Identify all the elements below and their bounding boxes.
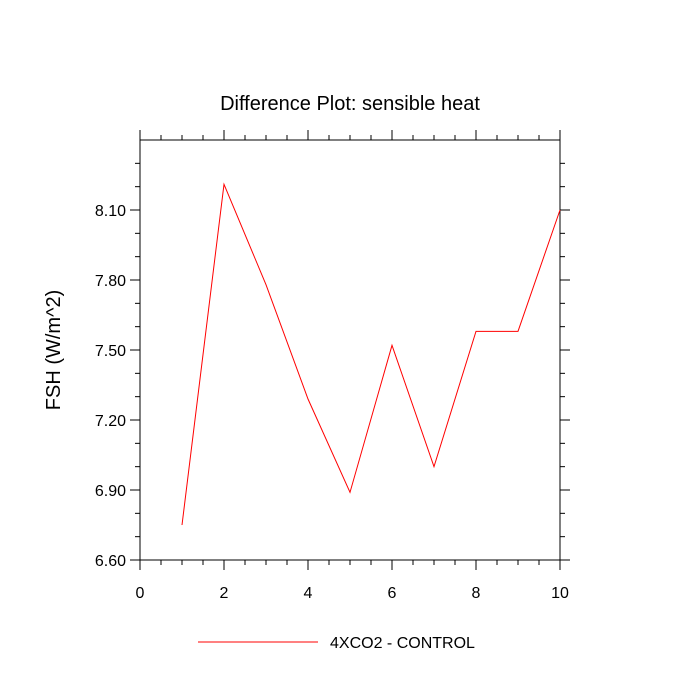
x-tick-label: 0 [136, 585, 145, 602]
x-tick-label: 2 [220, 585, 229, 602]
legend: 4XCO2 - CONTROL [198, 635, 475, 652]
x-tick-label: 4 [304, 585, 313, 602]
x-ticks: 0 2 4 6 8 10 [136, 130, 569, 602]
y-tick-label: 6.90 [95, 483, 126, 500]
chart-title: Difference Plot: sensible heat [220, 93, 480, 115]
legend-label: 4XCO2 - CONTROL [330, 635, 475, 652]
y-tick-label: 6.60 [95, 553, 126, 570]
x-tick-label: 10 [551, 585, 569, 602]
plot-frame [139, 139, 561, 561]
y-tick-label: 7.50 [95, 343, 126, 360]
x-tick-label: 8 [472, 585, 481, 602]
y-tick-label: 8.10 [95, 203, 126, 220]
y-tick-label: 7.20 [95, 413, 126, 430]
x-tick-label: 6 [388, 585, 397, 602]
y-axis-label: FSH (W/m^2) [43, 290, 65, 410]
series-line [181, 182, 561, 526]
y-ticks: 6.60 6.90 7.20 7.50 7.80 8.10 [95, 162, 570, 570]
series-layer [181, 182, 561, 526]
y-tick-label: 7.80 [95, 273, 126, 290]
